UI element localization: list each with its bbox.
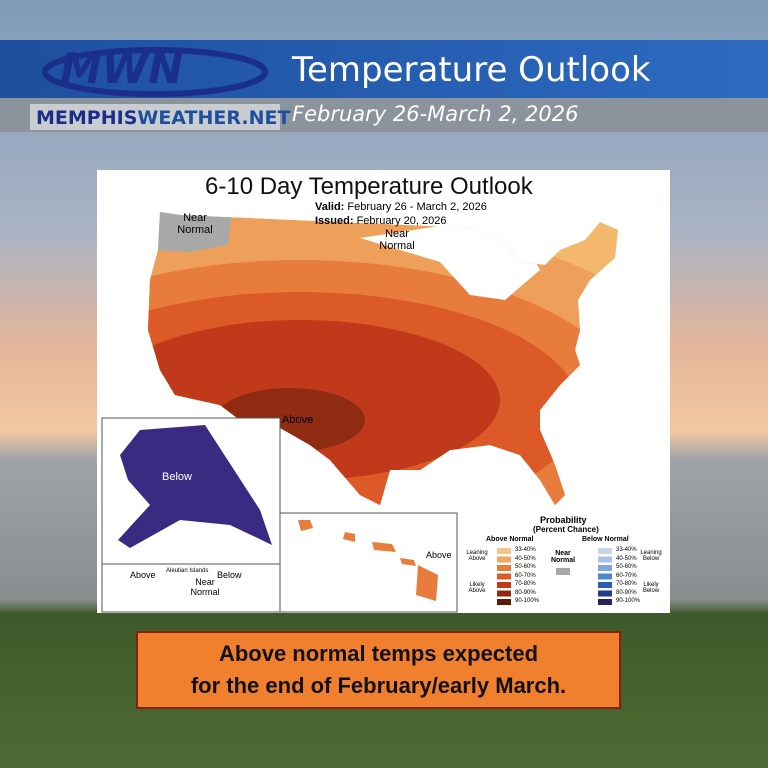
region-label: Near Normal — [190, 577, 220, 597]
legend-range: 80-90% — [515, 589, 536, 596]
legend-header: Above Normal — [486, 536, 534, 543]
legend-range: 50-60% — [515, 564, 536, 570]
legend-swatch — [598, 573, 612, 580]
legend-swatch — [497, 582, 511, 588]
title: Temperature Outlook — [292, 50, 651, 90]
valid-line: Valid: February 26 - March 2, 2026 — [315, 201, 487, 213]
caption-line: Above normal temps expected — [218, 641, 539, 666]
subtitle: February 26-March 2, 2026 — [292, 102, 579, 126]
legend-header: Below Normal — [582, 536, 629, 543]
great-lakes-area — [360, 226, 540, 300]
logo-plate — [30, 104, 280, 130]
aleutian-inset — [101, 563, 281, 613]
legend-subtitle: (Percent Chance) — [533, 525, 599, 534]
caption-box — [136, 631, 621, 709]
region-label: Above — [130, 570, 156, 580]
region-label: Above — [426, 550, 452, 560]
label: Valid: — [315, 201, 345, 213]
legend-range: 40-50% — [616, 555, 637, 562]
legend-range: 90-100% — [515, 598, 540, 604]
legend-swatch — [497, 548, 511, 554]
legend-swatch — [497, 573, 511, 580]
region-label: Near Normal — [177, 212, 213, 236]
legend-swatch — [556, 568, 570, 575]
legend-range: 80-90% — [616, 589, 637, 596]
legend-swatch — [598, 548, 612, 554]
site-part: MEMPHIS — [36, 107, 138, 129]
legend-range: 60-70% — [515, 572, 536, 579]
logo-swoosh — [42, 47, 268, 97]
value: February 20, 2026 — [356, 215, 447, 227]
legend-range: 70-80% — [616, 581, 637, 587]
legend-range: 33-40% — [616, 547, 637, 553]
alaska-shape — [118, 425, 272, 548]
legend-range: 33-40% — [515, 547, 536, 553]
legend-range: 70-80% — [515, 581, 536, 587]
legend-group: Likely Above — [468, 582, 486, 594]
legend-swatch — [497, 590, 511, 597]
us-map — [148, 212, 618, 505]
label: Issued: — [315, 215, 354, 227]
map-title: 6-10 Day Temperature Outlook — [205, 173, 533, 200]
site-part: WEATHER.NET — [137, 107, 291, 129]
legend-range: 40-50% — [515, 555, 536, 562]
legend-swatches — [497, 548, 612, 605]
region-label: Near Normal — [379, 228, 415, 252]
region-label: Above — [282, 414, 314, 426]
legend-swatch — [497, 556, 511, 563]
legend-title: Probability — [540, 515, 587, 525]
region-label: Below — [162, 471, 192, 483]
value: February 26 - March 2, 2026 — [347, 201, 487, 213]
caption-line: for the end of February/early March. — [190, 673, 567, 698]
legend-group: Leaning Below — [640, 550, 662, 562]
legend-swatch — [598, 590, 612, 597]
logo: MWN — [60, 44, 184, 93]
legend-range: 50-60% — [616, 564, 637, 570]
region-label: Aleutian Islands — [166, 568, 209, 574]
issued-line: Issued: February 20, 2026 — [315, 215, 446, 227]
legend-swatch — [598, 565, 612, 571]
legend-range: 90-100% — [616, 598, 641, 604]
legend-swatch — [497, 599, 511, 605]
legend-swatch — [598, 582, 612, 588]
legend-group: Likely Below — [642, 582, 660, 594]
legend-swatch — [497, 565, 511, 571]
site-name: MEMPHISWEATHER.NET — [36, 107, 290, 129]
legend-group: Leaning Above — [466, 550, 488, 562]
legend-swatch — [598, 599, 612, 605]
legend-range: 60-70% — [616, 572, 637, 579]
hawaii-shape — [298, 520, 438, 601]
legend-swatch — [598, 556, 612, 563]
legend-group: Near Normal — [550, 550, 576, 564]
near-normal-area — [150, 212, 232, 252]
region-label: Below — [217, 570, 242, 580]
